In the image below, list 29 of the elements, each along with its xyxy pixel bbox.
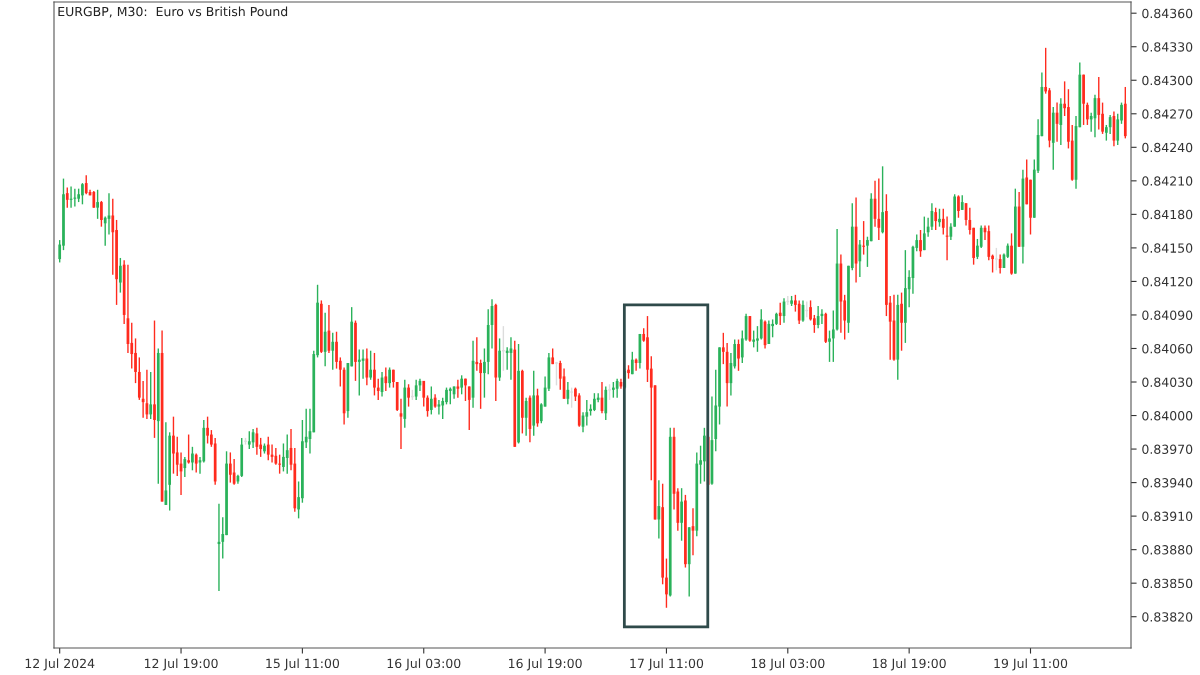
y-tick-label: 0.84180 [1142, 209, 1193, 220]
x-tick-label: 15 Jul 11:00 [266, 658, 340, 671]
y-tick-label: 0.84330 [1142, 42, 1193, 52]
y-tick-label: 0.84150 [1142, 243, 1193, 253]
x-tick-label: 16 Jul 03:00 [387, 658, 461, 671]
x-tick-label: 18 Jul 19:00 [873, 658, 946, 671]
y-tick-label: 0.83910 [1142, 511, 1193, 522]
chart-title: EURGBP, M30: Euro vs British Pound [58, 6, 288, 18]
x-tick-label: 18 Jul 03:00 [751, 658, 825, 671]
y-tick-label: 0.84240 [1142, 142, 1193, 153]
y-tick-label: 0.84300 [1142, 75, 1193, 86]
y-tick-label: 0.83820 [1142, 612, 1193, 622]
x-tick-label: 16 Jul 19:00 [508, 658, 582, 671]
x-tick-label: 17 Jul 11:00 [630, 658, 704, 671]
y-tick-label: 0.84030 [1142, 377, 1193, 387]
y-tick-label: 0.83880 [1142, 545, 1193, 555]
y-tick-label: 0.84000 [1142, 411, 1193, 421]
x-tick-label: 12 Jul 2024 [25, 658, 95, 671]
y-tick-label: 0.84360 [1142, 8, 1193, 19]
y-tick-label: 0.83940 [1142, 478, 1193, 488]
y-tick-label: 0.84270 [1142, 109, 1193, 119]
x-tick-label: 12 Jul 19:00 [144, 658, 218, 671]
x-tick-label: 19 Jul 11:00 [994, 658, 1068, 671]
y-tick-label: 0.84120 [1142, 276, 1193, 287]
y-tick-label: 0.84060 [1142, 343, 1193, 354]
y-tick-label: 0.84090 [1142, 310, 1193, 320]
y-tick-label: 0.84210 [1142, 176, 1193, 186]
y-tick-label: 0.83850 [1142, 578, 1193, 589]
y-tick-label: 0.83970 [1142, 444, 1193, 454]
